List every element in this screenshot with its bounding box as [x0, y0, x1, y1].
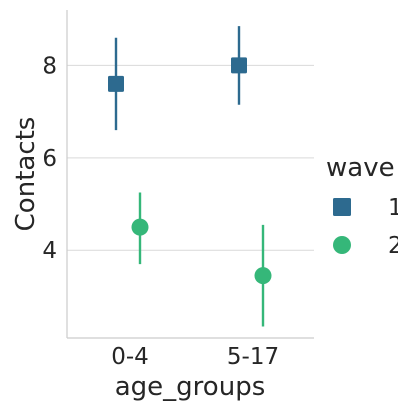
- y-axis-label: Contacts: [11, 117, 41, 232]
- x-tick-labels: 0-4 5-17: [111, 344, 279, 370]
- x-tick-label: 0-4: [111, 344, 149, 370]
- data-point-circle: [131, 218, 149, 236]
- legend-entries: 12: [333, 195, 398, 259]
- data-points: [108, 57, 272, 285]
- data-point-circle: [254, 267, 272, 285]
- y-tick-label: 6: [42, 146, 57, 172]
- legend-title: wave: [326, 153, 395, 183]
- legend-marker-square: [333, 198, 351, 216]
- legend-label: 1: [388, 195, 398, 221]
- x-axis-label: age_groups: [115, 372, 266, 401]
- x-tick-label: 5-17: [227, 344, 279, 370]
- y-tick-label: 8: [42, 53, 57, 79]
- legend: wave 12: [326, 153, 398, 259]
- data-point-square: [231, 57, 247, 74]
- y-tick-labels: 4 6 8: [42, 53, 57, 264]
- legend-marker-circle: [333, 236, 351, 254]
- data-point-square: [108, 75, 124, 92]
- y-tick-label: 4: [42, 238, 57, 264]
- axes: [66, 10, 314, 339]
- gridlines: [67, 64, 314, 251]
- legend-label: 2: [388, 233, 398, 259]
